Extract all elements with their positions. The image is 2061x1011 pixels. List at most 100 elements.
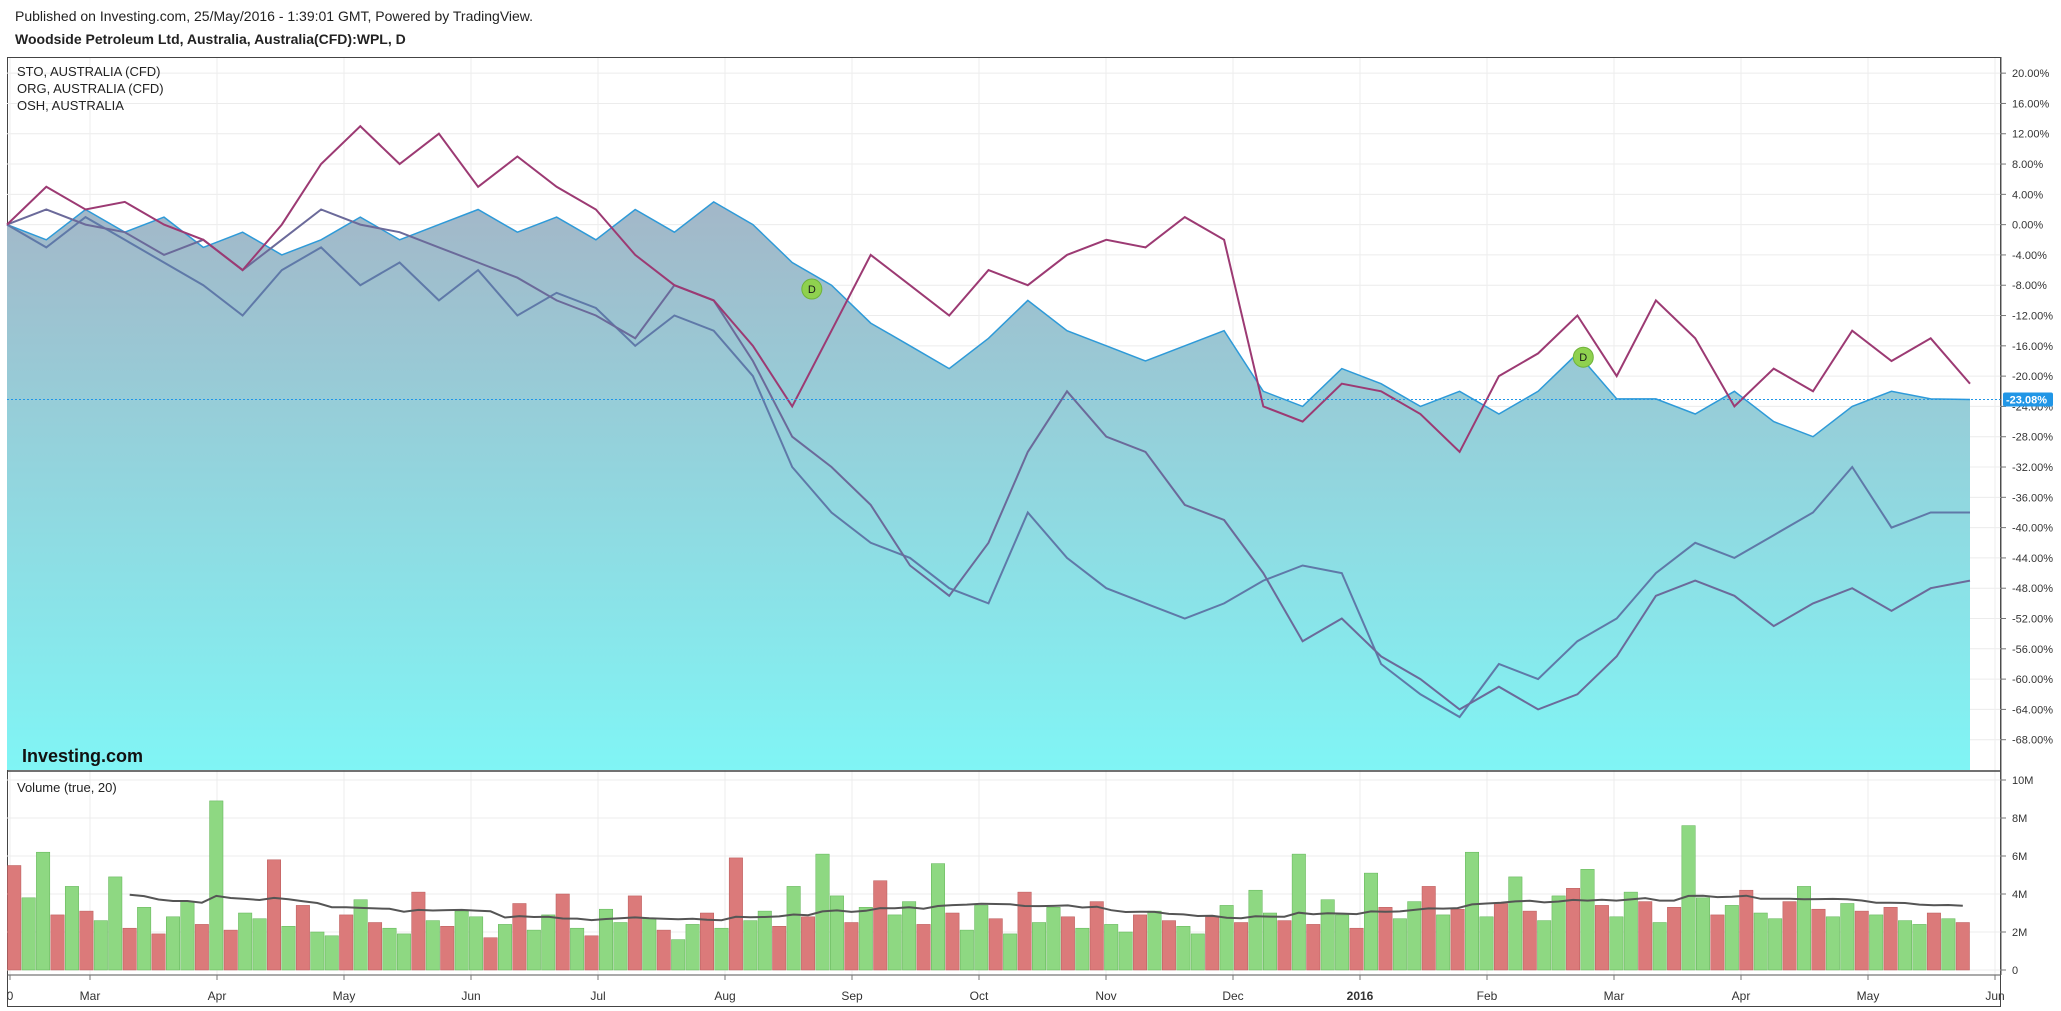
y-tick-label: 4.00% [2012,189,2043,201]
volume-bar [353,899,368,971]
y-tick-label: -48.00% [2012,583,2053,595]
last-value-badge [2003,392,2053,407]
volume-bar [1710,914,1725,971]
volume-bar [685,924,700,971]
legend-org: ORG, AUSTRALIA (CFD) [17,81,164,96]
series-line-org[interactable] [6,208,1971,711]
volume-bar [1566,888,1581,971]
volume-bar [1046,907,1061,971]
volume-bar [1883,907,1898,971]
volume-bar [671,939,686,971]
y-tick-label: -44.00% [2012,553,2053,565]
y-tick-label: -28.00% [2012,432,2053,444]
volume-bar [714,927,729,971]
y-tick-label: 8.00% [2012,159,2043,171]
volume-bar [1032,922,1046,971]
volume-bar [1768,918,1783,971]
volume-pane-title: Volume (true, 20) [17,780,117,795]
volume-bar [584,935,599,971]
volume-bar [1522,910,1537,971]
volume-bar [1652,922,1667,971]
series-line-sto[interactable] [6,124,1971,454]
volume-bar [1450,908,1465,971]
y-tick-label: -68.00% [2012,735,2053,747]
volume-bar [1825,916,1840,971]
volume-bar [887,914,902,971]
published-note: Published on Investing.com, 25/May/2016 … [15,8,534,24]
last-value-label: -23.08% [2006,394,2047,406]
volume-bar [108,876,123,971]
series-line-wpl[interactable] [6,200,1971,438]
x-tick-label: May [333,989,356,1003]
volume-bar [223,929,238,971]
x-tick-label: Oct [970,989,989,1003]
volume-bar [1378,907,1393,971]
series-line-osh[interactable] [6,215,1970,719]
volume-bar [555,893,570,971]
volume-tick-label: 4M [2012,889,2027,901]
chart-title: Woodside Petroleum Ltd, Australia, Austr… [15,31,406,47]
y-tick-label: -20.00% [2012,371,2053,383]
y-tick-label: 20.00% [2012,68,2050,80]
x-tick-label: Jul [590,989,605,1003]
x-tick-label: 0 [7,989,14,1003]
volume-bar [1782,901,1797,971]
x-tick-label: Mar [1604,989,1625,1003]
y-tick-label: -12.00% [2012,311,2053,323]
y-tick-label: -60.00% [2012,674,2053,686]
volume-bar [1955,922,1970,971]
y-tick-label: -4.00% [2012,250,2047,262]
dividend-marker[interactable] [1572,346,1594,368]
volume-bar [1797,886,1811,971]
volume-bar [324,935,339,971]
investing-logo: Investing.com [22,746,143,766]
volume-bar [1898,920,1913,971]
volume-bar [1277,920,1292,971]
dividend-marker[interactable] [801,278,823,300]
volume-bar [310,931,325,971]
volume-bar [1147,910,1162,971]
x-tick-label: May [1857,989,1880,1003]
volume-bar [988,918,1003,971]
volume-bar [974,905,989,971]
volume-bar [295,905,310,971]
volume-bar [1219,905,1234,971]
volume-bar [79,910,94,971]
volume-bar [137,907,152,971]
volume-bar [642,918,657,971]
volume-bar [1335,914,1350,971]
volume-bar [1840,903,1855,971]
volume-bar [180,901,195,971]
volume-bar [382,927,397,971]
volume-bar [627,895,642,971]
y-tick-label: -32.00% [2012,462,2053,474]
volume-bar [570,927,585,971]
volume-bar [1638,901,1653,971]
x-tick-label: Jun [1985,989,2004,1003]
x-tick-label: Jun [461,989,480,1003]
dividend-marker-label: D [808,284,816,296]
y-tick-label: -56.00% [2012,644,2053,656]
volume-bar [959,929,974,971]
y-tick-label: -52.00% [2012,614,2053,626]
volume-bar [166,916,180,971]
volume-bar [801,916,816,971]
volume-bar [64,886,79,971]
volume-bar [238,912,253,971]
x-tick-label: Dec [1222,989,1243,1003]
volume-bar [483,937,498,971]
volume-bar [151,933,166,971]
volume-bar [339,914,354,971]
volume-bar [1609,916,1624,971]
volume-tick-label: 0 [2012,965,2018,977]
legend-osh: OSH, AUSTRALIA [17,98,124,113]
volume-bar [512,903,527,971]
volume-bar [599,908,613,971]
volume-bar [50,914,65,971]
volume-bar [1465,851,1479,971]
volume-bar [498,924,512,971]
volume-bar [1739,889,1754,971]
x-tick-label: Feb [1477,989,1498,1003]
volume-bar [267,859,281,971]
